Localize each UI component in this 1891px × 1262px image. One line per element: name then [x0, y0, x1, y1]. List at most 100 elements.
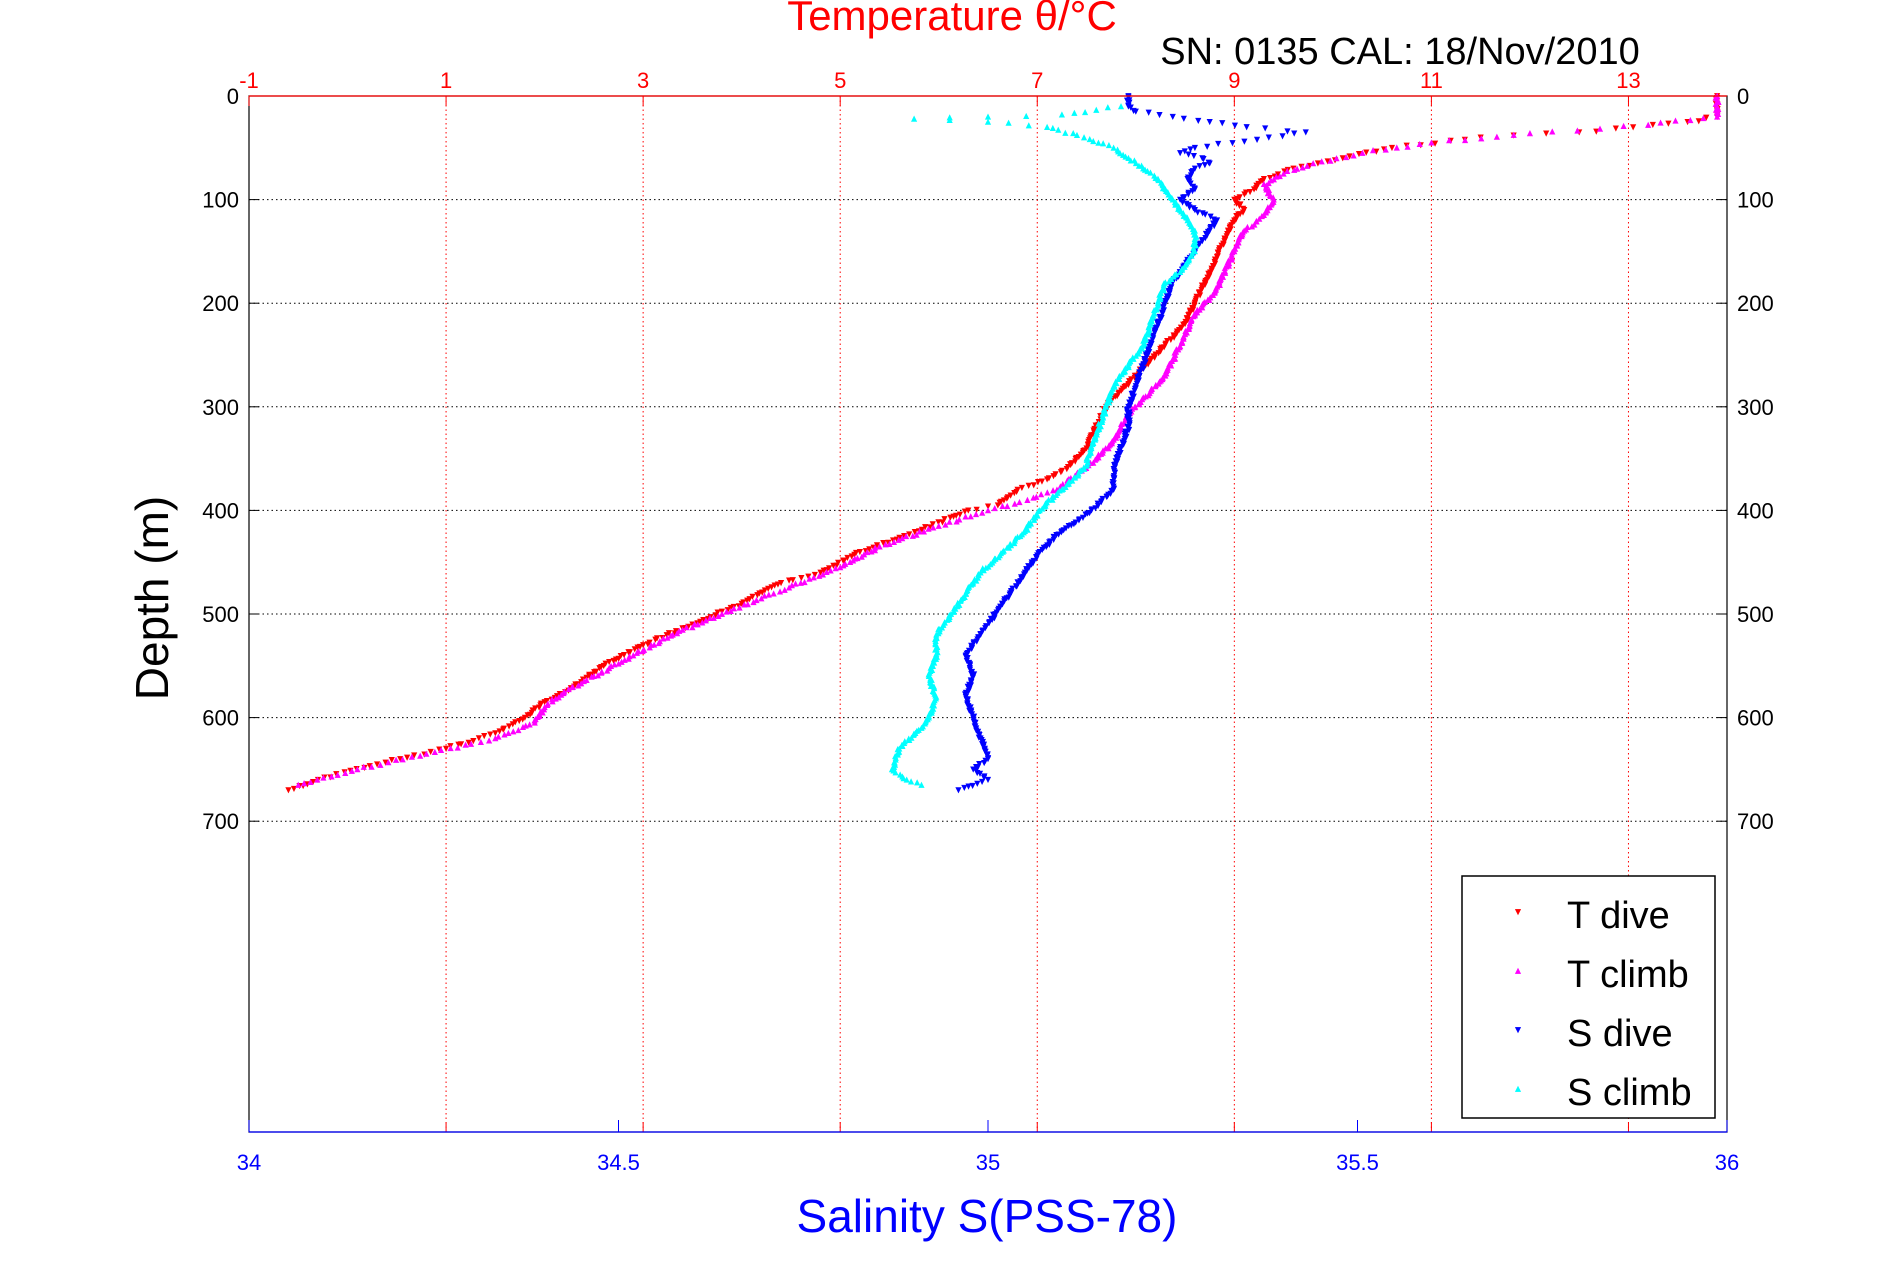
data-point [817, 569, 824, 576]
temperature-tick-label: 7 [1031, 68, 1043, 93]
data-point-sample [902, 532, 910, 540]
data-point-sample [882, 541, 889, 548]
data-point-sample [788, 582, 795, 589]
data-point-sample [1156, 111, 1163, 119]
data-point-sample [702, 617, 709, 624]
data-point-sample [1070, 129, 1077, 137]
data-point-sample [1241, 191, 1248, 198]
data-point-sample [1194, 209, 1201, 216]
data-point [1280, 170, 1287, 177]
data-point-sample [1695, 118, 1702, 125]
salinity-tick-label: 35.5 [1336, 1150, 1379, 1175]
data-point [1526, 130, 1534, 137]
data-point-sample [1267, 177, 1275, 184]
data-point-sample [1234, 242, 1241, 249]
data-point [1359, 149, 1366, 156]
legend: T dive T climb S dive S climb [1461, 875, 1716, 1119]
data-point-sample [1253, 218, 1260, 225]
temperature-tick-label: -1 [239, 68, 259, 93]
salinity-tick-label: 34 [237, 1150, 261, 1175]
data-point-sample [467, 740, 475, 747]
data-point-sample [1228, 256, 1235, 263]
data-point-sample [481, 733, 488, 740]
data-point-sample [1574, 127, 1581, 134]
data-point [1044, 476, 1051, 483]
data-point-sample [1132, 159, 1140, 167]
data-point-sample [368, 763, 375, 770]
data-point-sample [1147, 169, 1154, 176]
data-point-sample [1126, 99, 1133, 106]
data-point [630, 652, 637, 659]
data-point-sample [1160, 301, 1167, 308]
y-tick-label: 300 [202, 395, 239, 420]
data-point-sample [1095, 139, 1102, 146]
data-point-sample [1151, 329, 1158, 336]
series-s-dive [955, 93, 1309, 794]
data-point-sample [900, 775, 907, 782]
data-point-sample [1262, 125, 1269, 132]
data-point-sample [892, 769, 899, 776]
data-point-sample [890, 538, 898, 546]
data-point-sample [1200, 156, 1207, 163]
data-point-sample [995, 554, 1002, 561]
data-point-sample [1049, 496, 1056, 503]
data-point-sample [1166, 278, 1173, 285]
data-point-sample [806, 575, 813, 582]
data-point-sample [526, 721, 533, 728]
data-point [718, 610, 726, 617]
data-point-sample [408, 753, 415, 760]
data-point-sample [565, 685, 572, 693]
data-point-sample [1090, 137, 1097, 145]
legend-label: T climb [1567, 954, 1689, 996]
series-layer [285, 92, 1722, 794]
data-point-sample [1104, 104, 1111, 111]
data-point-sample [932, 646, 939, 653]
data-point-sample [639, 647, 646, 655]
data-point-sample [552, 695, 559, 702]
data-point [1310, 160, 1317, 167]
data-point-sample [1025, 482, 1032, 489]
data-point-sample [1201, 162, 1208, 169]
data-point-sample [1071, 109, 1078, 116]
data-point-sample [706, 614, 714, 622]
legend-label: S dive [1567, 1013, 1673, 1055]
data-point [797, 579, 804, 586]
data-point-sample [1199, 304, 1206, 311]
y-tick-label: 0 [227, 84, 239, 109]
data-point-sample [984, 503, 992, 510]
data-point-sample [1196, 163, 1203, 170]
data-point-sample [744, 601, 751, 608]
data-point [1388, 144, 1396, 152]
data-point [1206, 160, 1213, 167]
data-point-sample [1062, 129, 1069, 136]
data-point [876, 543, 883, 550]
data-point-sample [1049, 487, 1057, 494]
data-point-sample [947, 514, 954, 521]
data-point-sample [1284, 128, 1291, 135]
data-point-sample [655, 639, 662, 647]
data-point-sample [1416, 140, 1423, 147]
data-point-sample [827, 567, 834, 574]
data-point-sample [798, 575, 805, 582]
data-point-sample [348, 767, 355, 774]
data-point-sample [644, 641, 651, 648]
data-point-sample [830, 562, 837, 569]
data-point-sample [1187, 146, 1194, 153]
data-point-sample [962, 513, 969, 520]
series-s-climb [888, 103, 1200, 788]
data-point-sample [1204, 296, 1211, 303]
data-point-sample [941, 516, 948, 523]
data-point-sample [907, 778, 915, 785]
data-point-sample [776, 588, 784, 595]
data-point-sample [973, 506, 980, 513]
data-point-sample [1103, 493, 1110, 501]
data-point-sample [864, 549, 871, 556]
data-point-sample [1404, 143, 1411, 150]
data-point-sample [544, 701, 551, 709]
data-point-sample [819, 571, 827, 578]
data-point [918, 724, 925, 731]
data-point-sample [1016, 498, 1023, 506]
data-point [492, 735, 499, 742]
data-point-sample [1116, 150, 1124, 157]
data-point-sample [1188, 252, 1195, 259]
